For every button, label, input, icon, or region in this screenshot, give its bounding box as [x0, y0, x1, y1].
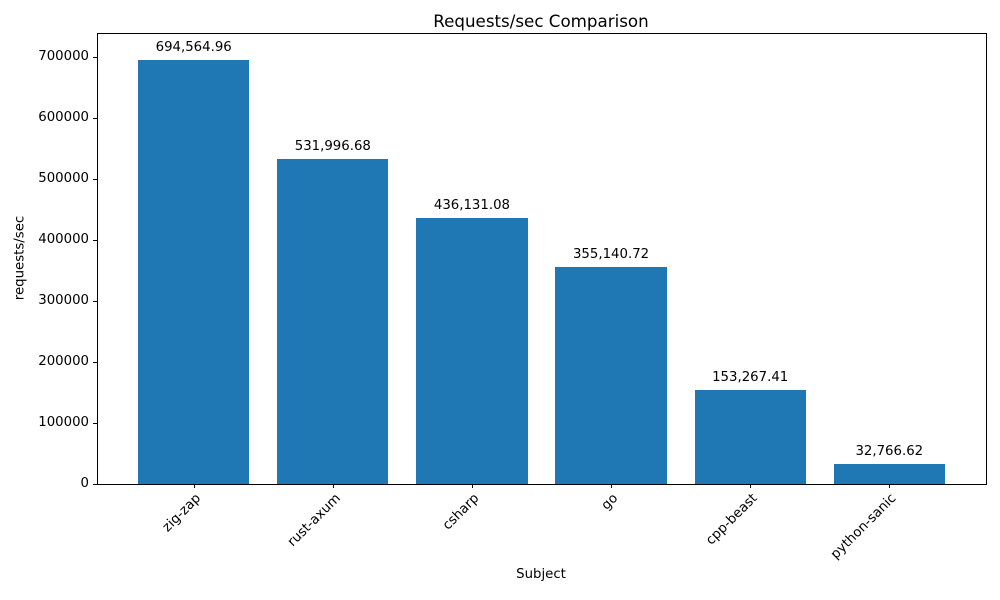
y-tick-label: 0	[80, 476, 89, 491]
bar-python-sanic	[833, 464, 945, 484]
y-tick-mark	[93, 117, 97, 119]
y-tick-mark	[93, 178, 97, 180]
bar-zig-zap	[138, 60, 250, 484]
x-tick-mark	[750, 484, 752, 488]
x-tick-mark	[193, 484, 195, 488]
y-tick-mark	[93, 422, 97, 424]
y-tick-label: 100000	[38, 414, 89, 430]
bar-go	[555, 267, 667, 484]
y-tick-label: 500000	[38, 170, 89, 186]
y-tick-label: 600000	[38, 109, 89, 125]
y-tick-mark	[93, 361, 97, 363]
y-tick-mark	[93, 56, 97, 58]
x-tick-label: cpp-beast	[703, 491, 761, 549]
y-tick-mark	[93, 484, 97, 485]
bar-value-label: 32,766.62	[855, 444, 924, 459]
y-tick-mark	[93, 239, 97, 241]
bar-value-label: 436,131.08	[433, 197, 511, 213]
x-tick-mark	[332, 484, 334, 488]
bar-value-label: 153,267.41	[712, 370, 789, 386]
x-tick-label: go	[599, 491, 622, 514]
x-tick-mark	[471, 484, 473, 488]
y-tick-label: 400000	[38, 231, 89, 247]
y-axis-label: requests/sec	[12, 215, 28, 301]
bar-rust-axum	[277, 159, 389, 484]
bar-value-label: 531,996.68	[294, 139, 371, 155]
x-tick-label: zig-zap	[160, 491, 205, 536]
x-tick-label: rust-axum	[284, 491, 344, 550]
bar-value-label: 694,564.96	[155, 40, 232, 56]
chart-title: Requests/sec Comparison	[433, 11, 649, 31]
x-tick-mark	[611, 484, 613, 488]
y-tick-mark	[93, 300, 97, 302]
y-tick-label: 200000	[38, 353, 89, 369]
x-tick-label: python-sanic	[828, 491, 900, 563]
x-axis-label: Subject	[516, 567, 566, 582]
bar-csharp	[416, 217, 528, 484]
bar-value-label: 355,140.72	[572, 247, 650, 263]
x-tick-mark	[889, 484, 891, 488]
y-tick-label: 700000	[38, 48, 89, 64]
bar-cpp-beast	[694, 390, 806, 484]
x-tick-label: csharp	[440, 491, 483, 534]
y-tick-label: 300000	[38, 292, 89, 308]
